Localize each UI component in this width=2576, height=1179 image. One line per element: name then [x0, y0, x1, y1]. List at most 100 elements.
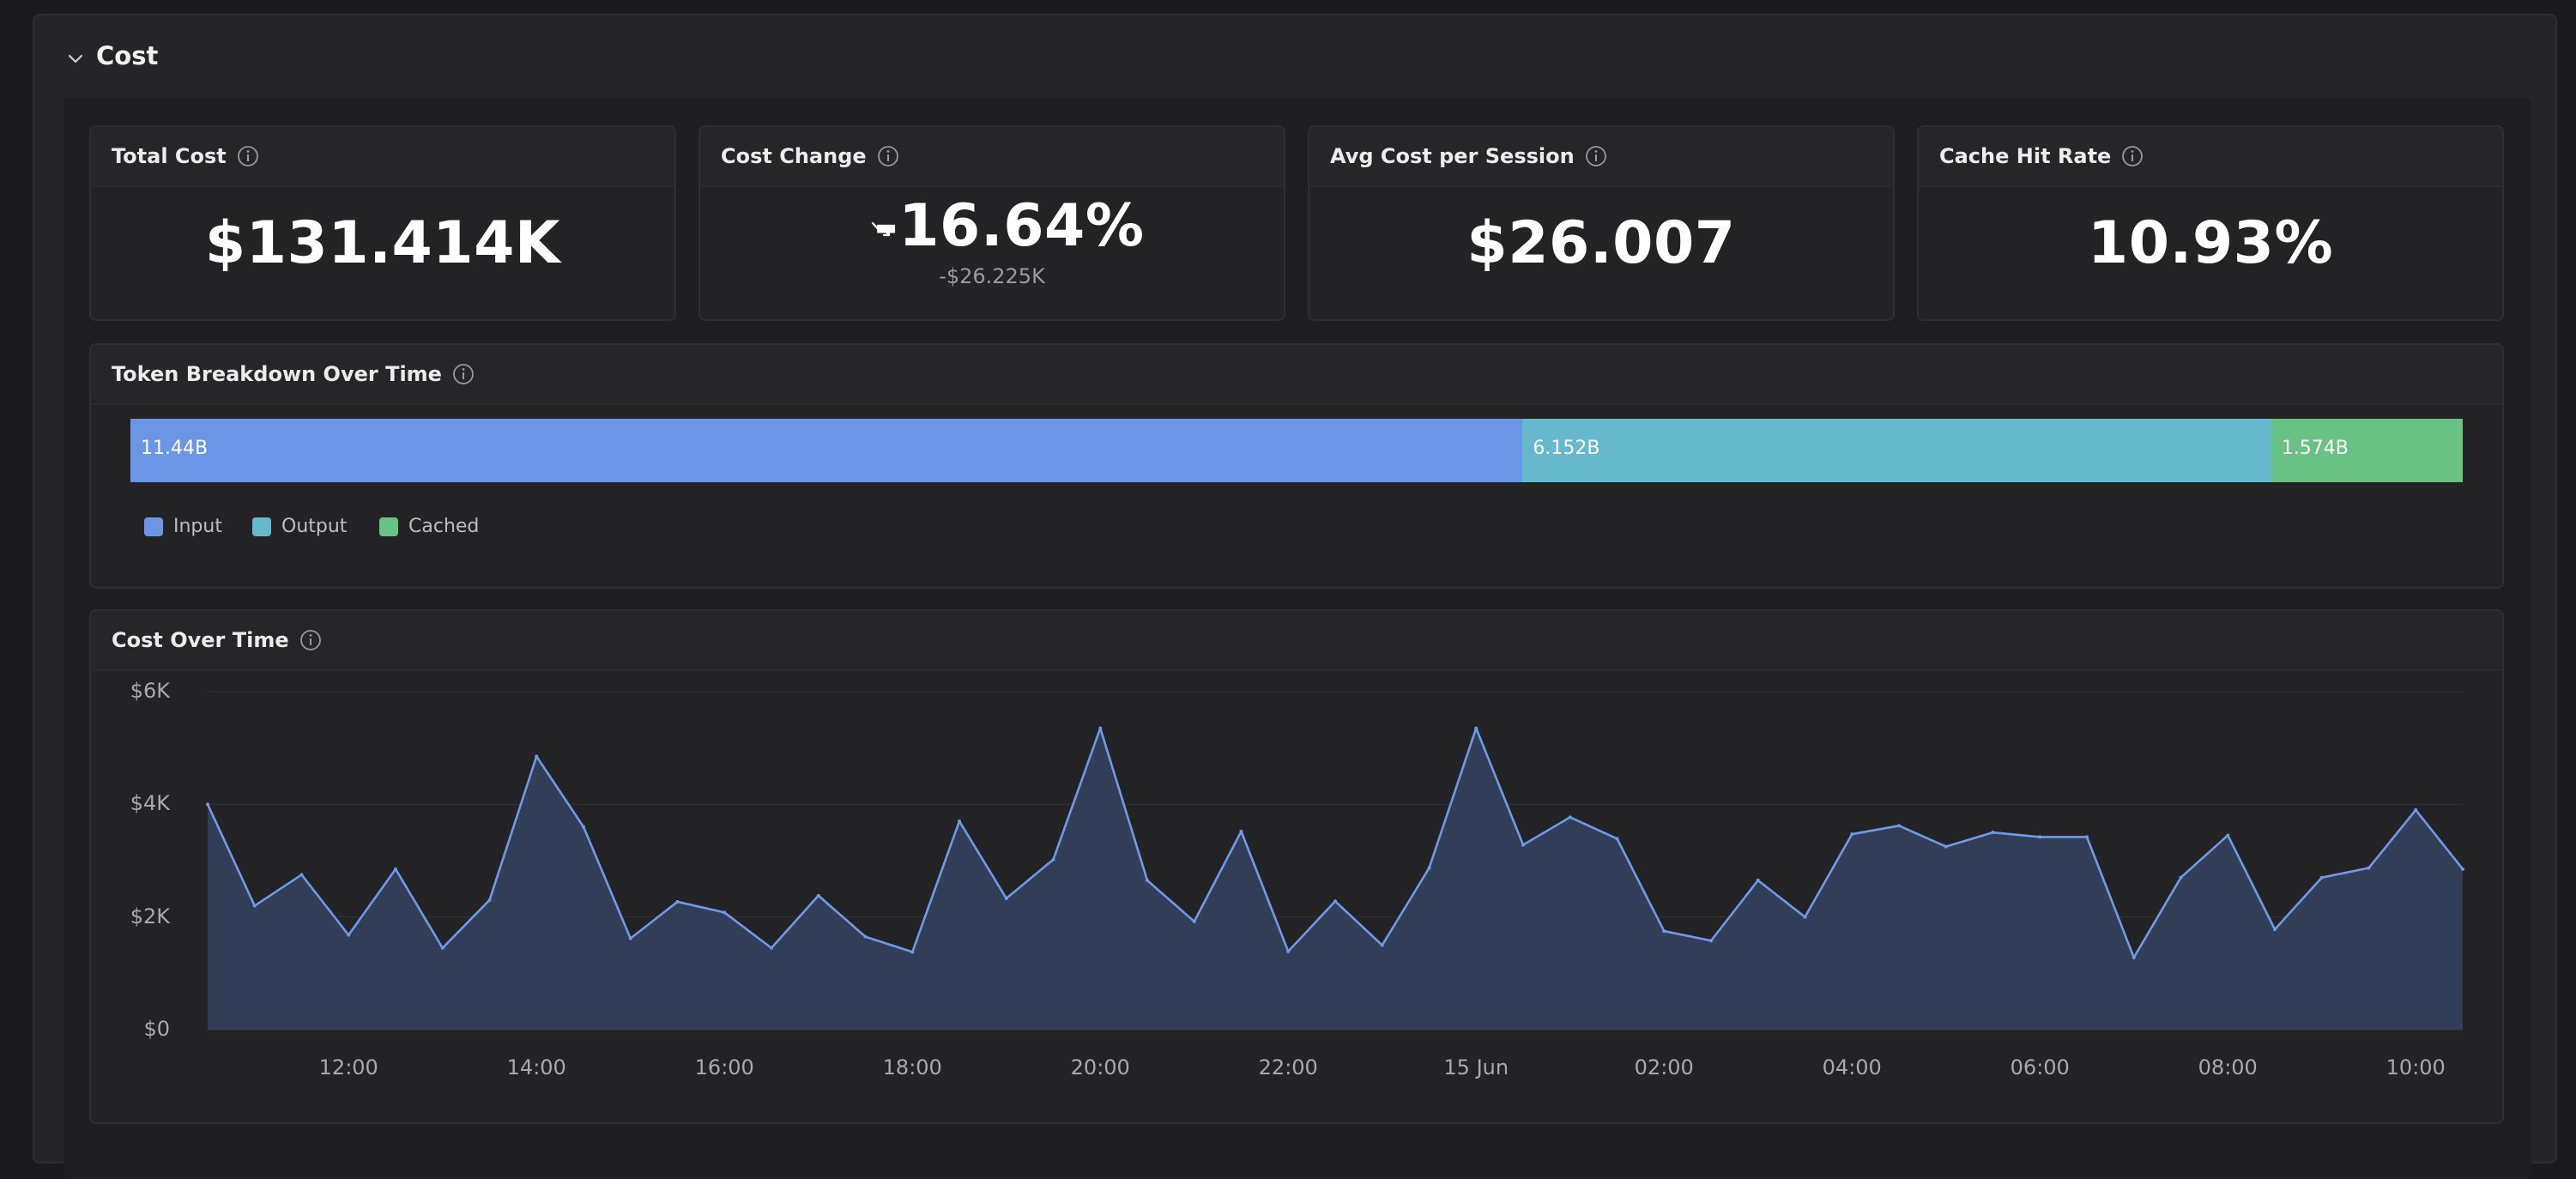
cost-chart[interactable]: $0 $2K $4K $6K 12:00 14:00 16:00 18:00 20:00 22:0…: [91, 669, 2502, 1122]
data-point[interactable]: [2414, 807, 2418, 812]
data-point[interactable]: [2461, 867, 2464, 871]
legend-swatch: [144, 517, 163, 536]
section-header[interactable]: Cost: [34, 15, 2555, 98]
info-icon[interactable]: [877, 145, 899, 167]
x-tick-label: 06:00: [2010, 1055, 2070, 1079]
data-point[interactable]: [1286, 949, 1291, 953]
bar-label: 11.44B: [141, 438, 209, 459]
data-point[interactable]: [816, 893, 820, 898]
data-point[interactable]: [1333, 899, 1337, 904]
cost-area-fill: [208, 728, 2463, 1030]
data-point[interactable]: [2038, 835, 2042, 839]
data-point[interactable]: [1897, 824, 1901, 828]
data-point[interactable]: [1239, 829, 1243, 833]
info-icon[interactable]: [1585, 145, 1607, 167]
x-tick-label: 10:00: [2386, 1055, 2446, 1079]
data-point[interactable]: [2226, 833, 2230, 837]
data-point[interactable]: [910, 950, 915, 954]
chevron-down-icon[interactable]: [65, 48, 86, 69]
data-point[interactable]: [1803, 915, 1807, 919]
legend-item-output[interactable]: Output: [252, 516, 347, 537]
data-point[interactable]: [2273, 928, 2277, 932]
legend-label: Cached: [408, 516, 480, 537]
x-tick-label: 08:00: [2198, 1055, 2258, 1079]
legend-swatch: [379, 517, 398, 536]
data-point[interactable]: [1850, 832, 1854, 837]
data-point[interactable]: [1991, 831, 1995, 835]
data-point[interactable]: [1380, 943, 1384, 947]
info-icon[interactable]: [452, 363, 475, 385]
data-point[interactable]: [1944, 844, 1948, 849]
cost-chart-svg: [206, 691, 2464, 1031]
legend-label: Input: [173, 516, 222, 537]
data-point[interactable]: [1098, 726, 1103, 730]
y-tick-label: $0: [143, 1017, 170, 1041]
data-point[interactable]: [252, 904, 257, 908]
cache-hit-card: Cache Hit Rate 10.93%: [1917, 125, 2504, 321]
card-header: Total Cost: [91, 127, 674, 187]
data-point[interactable]: [582, 825, 585, 829]
cost-section: Cost Total Cost $131.414K Cost Change: [33, 14, 2557, 1179]
data-point[interactable]: [487, 898, 492, 902]
data-point[interactable]: [1146, 878, 1149, 882]
token-breakdown-card: Token Breakdown Over Time 11.44B 6.152B …: [89, 343, 2504, 589]
card-header: Avg Cost per Session: [1309, 127, 1893, 187]
data-point[interactable]: [2132, 955, 2136, 959]
info-icon[interactable]: [2121, 145, 2144, 167]
legend-item-input[interactable]: Input: [144, 516, 222, 537]
total-cost-value: $131.414K: [204, 209, 561, 277]
bar-segment-input[interactable]: 11.44B: [130, 419, 1523, 482]
bar-segment-output[interactable]: 6.152B: [1522, 419, 2271, 482]
avg-cost-value: $26.007: [1466, 209, 1736, 277]
data-point[interactable]: [2085, 835, 2089, 839]
y-tick-label: $6K: [130, 679, 170, 703]
data-point[interactable]: [2179, 875, 2183, 880]
data-point[interactable]: [299, 873, 304, 877]
card-title: Token Breakdown Over Time: [112, 362, 442, 386]
x-tick-label: 14:00: [506, 1055, 566, 1079]
data-point[interactable]: [1192, 919, 1196, 923]
data-point[interactable]: [628, 936, 632, 940]
data-point[interactable]: [347, 933, 351, 937]
data-point[interactable]: [440, 946, 444, 950]
legend-label: Output: [281, 516, 348, 537]
total-cost-card: Total Cost $131.414K: [89, 125, 676, 321]
section-title: Cost: [96, 41, 159, 70]
bar-label: 6.152B: [1533, 438, 1600, 459]
info-icon[interactable]: [299, 629, 322, 651]
data-point[interactable]: [723, 910, 727, 915]
stacked-bar: 11.44B 6.152B 1.574B: [130, 419, 2463, 482]
x-tick-label: 15 Jun: [1443, 1055, 1509, 1079]
data-point[interactable]: [1662, 929, 1666, 934]
cost-change-value: -16.64%: [874, 192, 1145, 260]
data-point[interactable]: [675, 899, 680, 904]
chart-title: Cost Over Time: [112, 628, 289, 652]
card-header: Cost Change: [700, 127, 1284, 187]
data-point[interactable]: [206, 802, 209, 807]
data-point[interactable]: [1051, 857, 1055, 862]
data-point[interactable]: [770, 946, 773, 950]
data-point[interactable]: [1427, 866, 1431, 870]
x-tick-label: 20:00: [1070, 1055, 1130, 1079]
data-point[interactable]: [1521, 843, 1525, 847]
data-point[interactable]: [1615, 837, 1619, 841]
cost-change-card: Cost Change -16.64% -$26.225K: [698, 125, 1285, 321]
info-icon[interactable]: [237, 145, 259, 167]
data-point[interactable]: [394, 867, 397, 871]
legend-item-cached[interactable]: Cached: [379, 516, 479, 537]
data-point[interactable]: [958, 819, 961, 824]
cache-hit-value: 10.93%: [2087, 209, 2334, 277]
data-point[interactable]: [2367, 866, 2371, 870]
data-point[interactable]: [863, 934, 868, 939]
x-tick-label: 18:00: [882, 1055, 942, 1079]
y-tick-label: $4K: [130, 791, 170, 816]
data-point[interactable]: [1004, 896, 1008, 900]
data-point[interactable]: [1709, 939, 1713, 943]
bar-segment-cached[interactable]: 1.574B: [2271, 419, 2463, 482]
data-point[interactable]: [1568, 815, 1572, 819]
section-body: Total Cost $131.414K Cost Change: [63, 98, 2531, 1179]
data-point[interactable]: [1474, 726, 1478, 730]
data-point[interactable]: [535, 754, 539, 759]
data-point[interactable]: [1756, 878, 1760, 882]
data-point[interactable]: [2319, 875, 2324, 880]
